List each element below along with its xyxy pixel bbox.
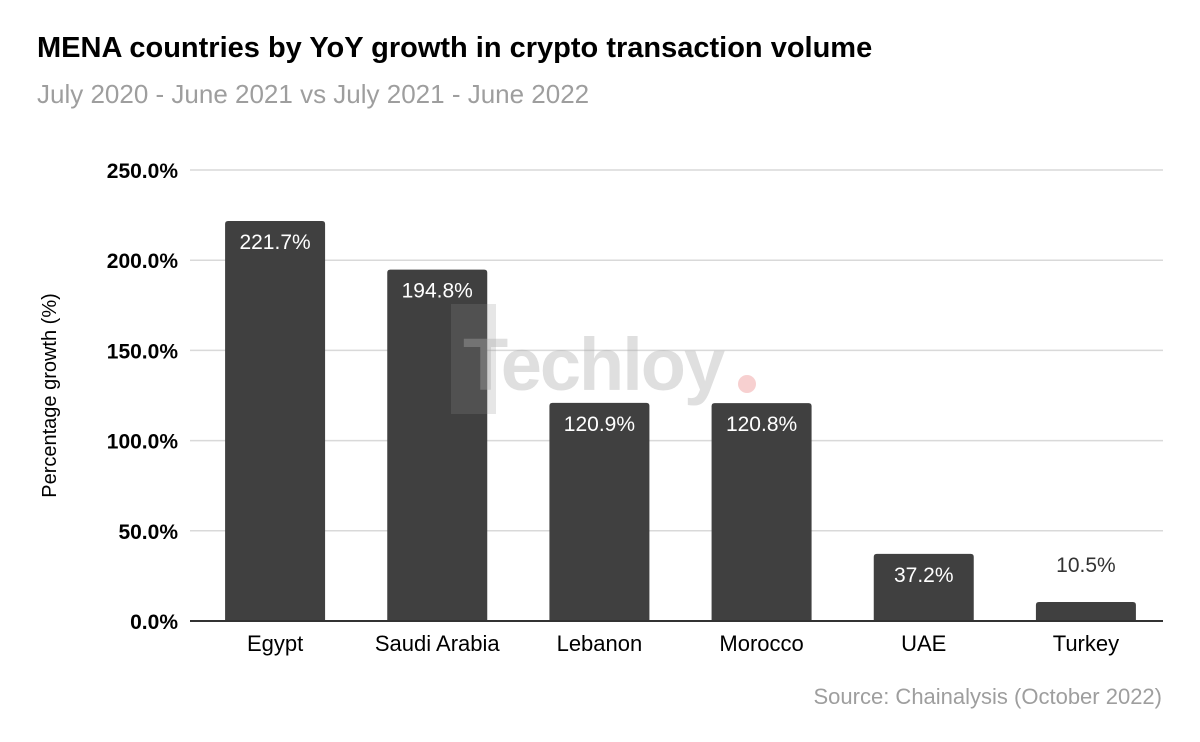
watermark-dot	[738, 375, 756, 393]
source-note: Source: Chainalysis (October 2022)	[813, 684, 1163, 709]
x-category-label: Saudi Arabia	[375, 631, 501, 656]
chart-title: MENA countries by YoY growth in crypto t…	[37, 32, 873, 64]
gridlines	[190, 169, 1163, 532]
y-tick-label: 0.0%	[130, 611, 178, 634]
bar	[1035, 602, 1136, 621]
data-label: 10.5%	[1056, 554, 1116, 577]
y-axis-label: Percentage growth (%)	[39, 293, 61, 498]
watermark-text: Techloy	[463, 323, 725, 406]
data-label: 221.7%	[239, 231, 310, 254]
y-tick-label: 250.0%	[107, 160, 179, 183]
bar	[873, 553, 974, 621]
bars	[225, 221, 1136, 621]
bar	[387, 269, 488, 621]
bar	[711, 403, 812, 621]
x-category-label: Lebanon	[557, 631, 643, 656]
data-label: 120.9%	[564, 413, 635, 436]
y-tick-label: 100.0%	[107, 431, 179, 454]
x-category-label: Turkey	[1053, 631, 1119, 656]
bar	[549, 402, 650, 621]
watermark-block	[451, 304, 496, 414]
y-tick-label: 200.0%	[107, 250, 179, 273]
y-tick-label: 150.0%	[107, 340, 179, 363]
y-axis-ticks: 0.0% 50.0% 100.0% 150.0% 200.0% 250.0%	[107, 160, 179, 634]
data-label: 120.8%	[726, 413, 797, 436]
watermark-logo: Techloy	[451, 304, 756, 414]
chart-subtitle: July 2020 - June 2021 vs July 2021 - Jun…	[37, 79, 590, 109]
bar	[225, 221, 326, 621]
data-label: 37.2%	[894, 564, 954, 587]
x-category-label: UAE	[901, 631, 946, 656]
x-category-label: Egypt	[247, 631, 303, 656]
y-tick-label: 50.0%	[118, 521, 178, 544]
data-labels: 221.7% 194.8% 120.9% 120.8% 37.2% 10.5%	[239, 231, 1115, 587]
x-axis-categories: Egypt Saudi Arabia Lebanon Morocco UAE Turkey	[247, 631, 1119, 656]
data-label: 194.8%	[402, 280, 473, 303]
x-category-label: Morocco	[719, 631, 803, 656]
